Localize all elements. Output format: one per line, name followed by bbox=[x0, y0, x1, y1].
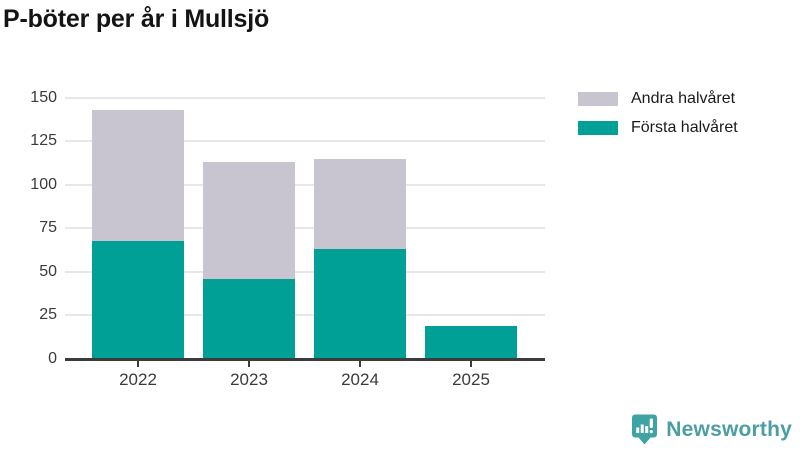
bar-2024-andra-halvaret[interactable] bbox=[314, 158, 406, 250]
x-axis-tick-label: 2024 bbox=[341, 370, 379, 389]
gridline-y-25 bbox=[65, 314, 545, 317]
legend-label: Första halvåret bbox=[631, 119, 738, 136]
gridline-y-75 bbox=[65, 227, 545, 230]
legend-item-andra-halvaret[interactable]: Andra halvåret bbox=[578, 90, 738, 108]
x-axis-line bbox=[65, 358, 545, 361]
legend-item-forsta-halvaret[interactable]: Första halvåret bbox=[578, 119, 738, 137]
bar-2023-andra-halvaret[interactable] bbox=[203, 162, 295, 279]
y-axis-tick-label: 50 bbox=[39, 262, 57, 280]
bar-chart-speech-bubble-icon bbox=[632, 414, 658, 445]
x-axis-tick-label: 2023 bbox=[230, 370, 268, 389]
y-axis-tick-label: 75 bbox=[39, 219, 57, 237]
x-axis-tick bbox=[137, 360, 139, 367]
bar-2023-forsta-halvaret[interactable] bbox=[203, 278, 295, 359]
newsworthy-logo-text: Newsworthy bbox=[666, 417, 792, 441]
bar-2022-andra-halvaret[interactable] bbox=[92, 109, 184, 241]
legend-label: Andra halvåret bbox=[631, 90, 736, 107]
gridline-y-100 bbox=[65, 183, 545, 186]
gridline-y-50 bbox=[65, 270, 545, 273]
legend: Andra halvåret Första halvåret bbox=[578, 90, 738, 148]
bar-2022-forsta-halvaret[interactable] bbox=[92, 240, 184, 359]
page-title: P-böter per år i Mullsjö bbox=[3, 5, 270, 33]
gridline-y-150 bbox=[65, 96, 545, 99]
x-axis-tick bbox=[470, 360, 472, 367]
y-axis-tick-label: 125 bbox=[30, 132, 57, 150]
y-axis-tick-label: 150 bbox=[30, 88, 57, 106]
bar-2024-forsta-halvaret[interactable] bbox=[314, 249, 406, 359]
x-axis-tick-label: 2025 bbox=[452, 370, 490, 389]
bar-2025-forsta-halvaret[interactable] bbox=[425, 325, 517, 359]
x-axis-tick bbox=[359, 360, 361, 367]
legend-swatch-andra bbox=[578, 92, 618, 106]
newsworthy-logo[interactable]: Newsworthy bbox=[630, 413, 792, 446]
x-axis-tick bbox=[248, 360, 250, 367]
y-axis-tick-label: 25 bbox=[39, 306, 57, 324]
legend-swatch-forsta bbox=[578, 121, 618, 135]
y-axis-tick-label: 0 bbox=[48, 350, 57, 367]
gridline-y-125 bbox=[65, 140, 545, 143]
x-axis-tick-label: 2022 bbox=[119, 370, 157, 389]
y-axis-tick-label: 100 bbox=[30, 175, 57, 193]
